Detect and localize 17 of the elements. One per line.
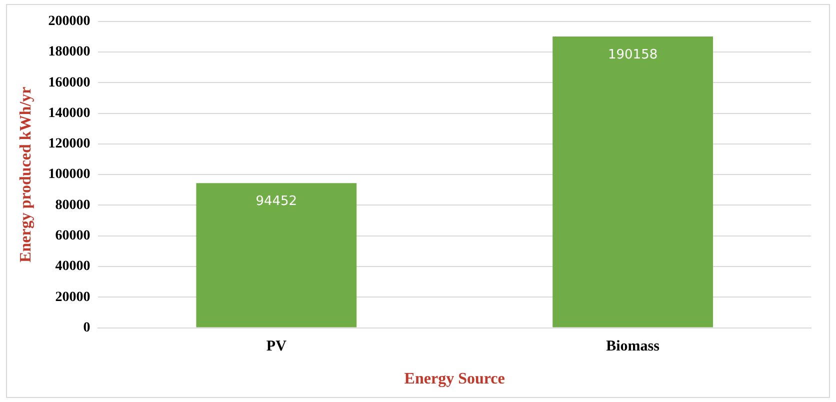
y-tick-label: 200000 — [48, 14, 90, 30]
y-tick-label: 40000 — [55, 259, 90, 274]
y-tick-label: 0 — [83, 320, 90, 336]
y-tick-label: 160000 — [48, 75, 90, 90]
y-tick-label: 80000 — [55, 198, 90, 213]
y-tick-label: 120000 — [48, 136, 90, 152]
y-axis-title: Energy produced kWh/yr — [18, 86, 35, 262]
y-tick-label: 140000 — [48, 106, 90, 121]
x-tick-label: PV — [266, 338, 287, 355]
x-axis-title: Energy Source — [404, 370, 505, 388]
data-label: 94452 — [256, 194, 298, 209]
y-tick-label: 20000 — [55, 290, 90, 305]
x-tick-label: Biomass — [606, 338, 660, 355]
y-tick-label: 180000 — [48, 44, 90, 60]
y-tick-label: 60000 — [55, 228, 90, 244]
y-tick-label: 100000 — [48, 167, 90, 182]
data-label: 190158 — [608, 47, 658, 62]
